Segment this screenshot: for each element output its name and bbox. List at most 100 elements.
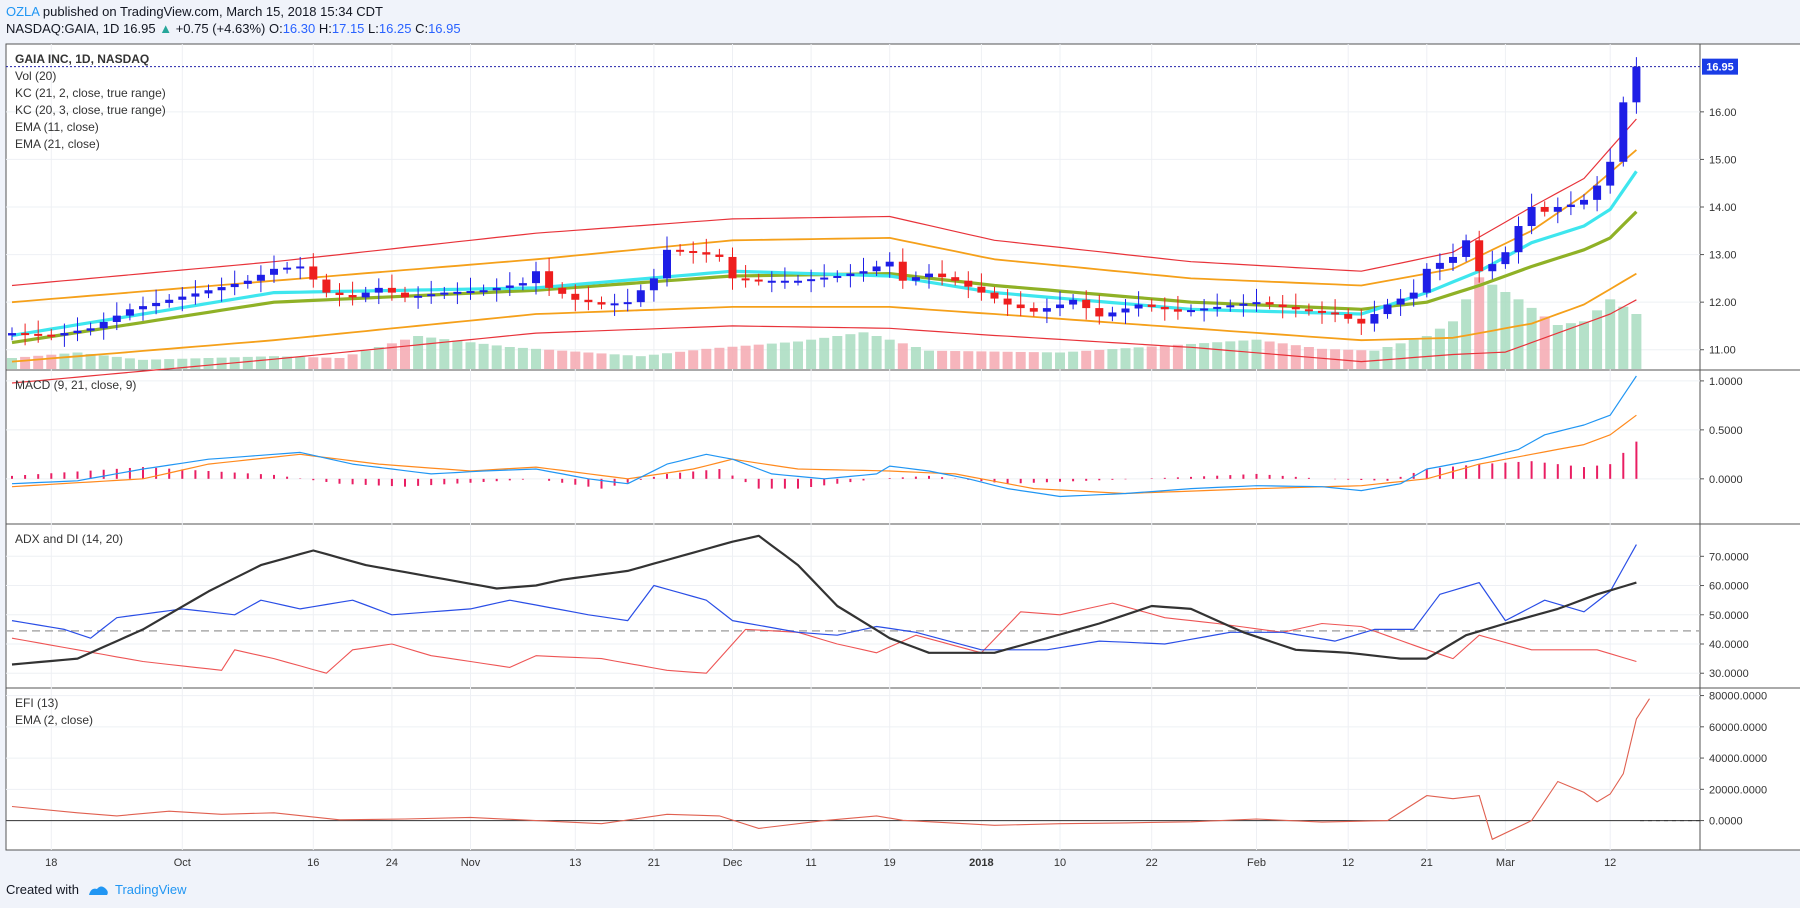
- volume-bar: [793, 341, 803, 369]
- volume-bar: [884, 339, 895, 369]
- y-tick-label: 16.00: [1709, 107, 1737, 119]
- x-tick-label: 18: [45, 857, 57, 869]
- candle-body: [1331, 312, 1340, 315]
- publish-header: OZLA published on TradingView.com, March…: [6, 4, 383, 19]
- volume-bar: [897, 343, 908, 369]
- candle-body: [1213, 306, 1222, 309]
- volume-bar: [255, 356, 266, 369]
- volume-bar: [334, 358, 345, 369]
- candle-body: [715, 254, 724, 257]
- candle-body: [165, 299, 174, 303]
- candle-body: [1462, 240, 1471, 257]
- candle-body: [1566, 204, 1575, 207]
- candle-body: [1580, 199, 1588, 205]
- candle-body: [1187, 310, 1195, 313]
- candle-body: [610, 303, 619, 306]
- price-pane[interactable]: 11.00 12.00 13.00 14.00 15.00 16.00 16.95: [6, 57, 1738, 384]
- candle-body: [361, 292, 370, 298]
- volume-bar: [950, 351, 961, 369]
- candle-body: [178, 296, 187, 300]
- volume-bar: [1317, 348, 1327, 369]
- volume-bar: [216, 357, 227, 369]
- volume-bar: [1028, 352, 1039, 369]
- volume-bar: [989, 351, 1000, 369]
- volume-bar: [1356, 350, 1367, 369]
- volume-bar: [465, 342, 476, 369]
- volume-bar: [1552, 325, 1563, 369]
- x-tick-label: 11: [805, 857, 816, 869]
- candle-body: [256, 274, 265, 281]
- volume-bar: [59, 353, 70, 369]
- author-link[interactable]: OZLA: [6, 4, 40, 19]
- volume-bar: [72, 352, 83, 369]
- volume-bar: [1382, 347, 1393, 369]
- candle-body: [152, 302, 161, 307]
- volume-bar: [1068, 351, 1079, 369]
- volume-bar: [111, 356, 122, 369]
- candle-body: [951, 277, 960, 281]
- volume-bar: [491, 345, 502, 369]
- candle-body: [243, 280, 252, 284]
- volume-bar: [662, 353, 672, 369]
- candle-body: [938, 273, 947, 278]
- candle-body: [387, 287, 396, 293]
- candle-body: [571, 293, 580, 300]
- candle-body: [584, 299, 593, 303]
- candle-body: [1265, 302, 1274, 305]
- volume-bar: [347, 354, 358, 369]
- volume-bar: [1461, 299, 1472, 369]
- candle-body: [1291, 306, 1300, 310]
- macd-signal-line: [11, 414, 1637, 495]
- candle-body: [217, 287, 226, 291]
- candle-body: [1606, 161, 1615, 186]
- footer: Created with TradingView: [6, 882, 187, 897]
- candle-body: [518, 283, 527, 286]
- volume-bar: [1343, 349, 1354, 369]
- candle-body: [1527, 207, 1536, 227]
- macd-pane[interactable]: 0.0000 0.5000 1.0000: [11, 375, 1743, 498]
- candle-body: [1488, 264, 1497, 272]
- candle-body: [1383, 304, 1392, 315]
- candle-body: [1540, 207, 1549, 212]
- adx-pane[interactable]: 30.0000 40.0000 50.0000 60.0000 70.0000: [6, 534, 1749, 680]
- x-tick-label: Nov: [461, 857, 481, 869]
- y-tick-label: 1.0000: [1709, 376, 1743, 388]
- y-tick-label: 0.0000: [1709, 474, 1743, 486]
- volume-bar: [570, 351, 581, 369]
- volume-bar: [452, 340, 463, 369]
- volume-bar: [1107, 349, 1118, 369]
- volume-bar: [1369, 350, 1380, 369]
- y-tick-label: 0.5000: [1709, 425, 1743, 437]
- candle-body: [414, 295, 423, 298]
- symbol-label: NASDAQ:GAIA, 1D: [6, 21, 120, 36]
- legend-entry: EMA (21, close): [15, 137, 100, 151]
- volume-bar: [819, 337, 830, 369]
- candle-body: [1108, 312, 1117, 317]
- volume-bar: [910, 347, 921, 369]
- volume-bar: [190, 358, 201, 369]
- candle-body: [505, 285, 514, 288]
- volume-bar: [20, 356, 31, 369]
- candle-body: [597, 302, 606, 305]
- efi-pane[interactable]: 0.0000 20000.0000 40000.0000 60000.0000 8000…: [6, 691, 1767, 841]
- volume-bar: [321, 357, 332, 369]
- volume-bar: [478, 343, 489, 369]
- legend-entry: EMA (11, close): [15, 120, 99, 134]
- candle-body: [374, 287, 383, 293]
- candle-body: [335, 292, 344, 296]
- kc21-lower-line: [11, 299, 1637, 384]
- tradingview-link[interactable]: TradingView: [114, 882, 187, 897]
- candle-body: [322, 279, 331, 293]
- volume-bar: [138, 359, 148, 369]
- x-tick-label: 13: [569, 857, 581, 869]
- x-tick-label: 2018: [969, 857, 993, 869]
- candle-body: [466, 291, 475, 294]
- candle-body: [885, 261, 894, 267]
- volume-bar: [413, 336, 424, 369]
- candle-body: [1160, 306, 1169, 310]
- volume-bar: [714, 347, 725, 369]
- candle-body: [8, 333, 16, 336]
- volume-bar: [753, 344, 764, 369]
- candle-body: [741, 278, 750, 281]
